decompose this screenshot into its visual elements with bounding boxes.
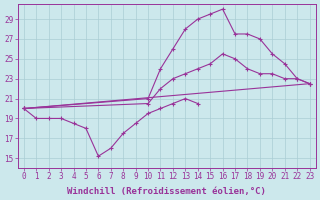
X-axis label: Windchill (Refroidissement éolien,°C): Windchill (Refroidissement éolien,°C)	[67, 187, 266, 196]
